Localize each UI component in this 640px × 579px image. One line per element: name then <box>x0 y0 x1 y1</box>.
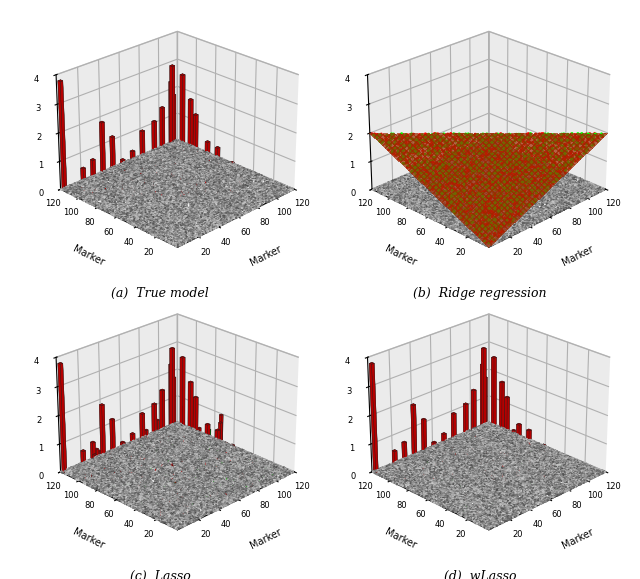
X-axis label: Marker: Marker <box>560 244 595 268</box>
Text: (b)  Ridge regression: (b) Ridge regression <box>413 287 547 299</box>
Y-axis label: Marker: Marker <box>383 526 417 551</box>
Text: (d)  wLasso: (d) wLasso <box>444 570 516 579</box>
X-axis label: Marker: Marker <box>560 526 595 551</box>
Y-axis label: Marker: Marker <box>383 244 417 268</box>
Text: (a)  True model: (a) True model <box>111 287 209 299</box>
Text: (c)  Lasso: (c) Lasso <box>130 570 190 579</box>
Y-axis label: Marker: Marker <box>72 526 106 551</box>
X-axis label: Marker: Marker <box>249 244 284 268</box>
X-axis label: Marker: Marker <box>249 526 284 551</box>
Y-axis label: Marker: Marker <box>72 244 106 268</box>
